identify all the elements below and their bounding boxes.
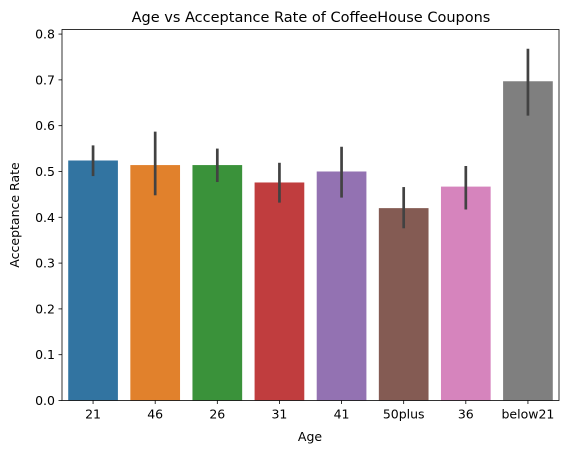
y-axis-label: Acceptance Rate <box>7 162 22 268</box>
bar-below21 <box>503 81 553 401</box>
chart-title: Age vs Acceptance Rate of CoffeeHouse Co… <box>132 10 491 26</box>
x-tick-label: 41 <box>334 407 350 422</box>
plot-frame <box>61 29 560 401</box>
bar-36 <box>440 186 491 401</box>
x-tick-label: 21 <box>85 407 101 422</box>
y-tick-label: 0.4 <box>35 210 55 225</box>
y-tick-label: 0.8 <box>35 27 55 42</box>
bar-31 <box>254 182 305 401</box>
y-tick-label: 0.7 <box>35 72 55 87</box>
x-tick-label: 36 <box>458 407 474 422</box>
bar-26 <box>192 165 243 401</box>
y-tick-label: 0.1 <box>35 347 55 362</box>
y-tick-label: 0.6 <box>35 118 55 133</box>
y-tick-label: 0.3 <box>35 256 55 271</box>
bar-46 <box>130 165 181 401</box>
bar-50plus <box>378 208 429 401</box>
x-tick-label: 50plus <box>383 407 425 422</box>
x-tick-label: 26 <box>209 407 225 422</box>
bar-21 <box>68 160 118 401</box>
y-tick-label: 0.0 <box>35 393 55 408</box>
y-tick-label: 0.2 <box>35 301 55 316</box>
x-axis-label: Age <box>298 429 322 444</box>
x-tick-label: 31 <box>271 407 287 422</box>
bar-41 <box>316 171 367 401</box>
x-tick-label: 46 <box>147 407 163 422</box>
x-tick-label: below21 <box>502 407 555 422</box>
y-tick-label: 0.5 <box>35 164 55 179</box>
